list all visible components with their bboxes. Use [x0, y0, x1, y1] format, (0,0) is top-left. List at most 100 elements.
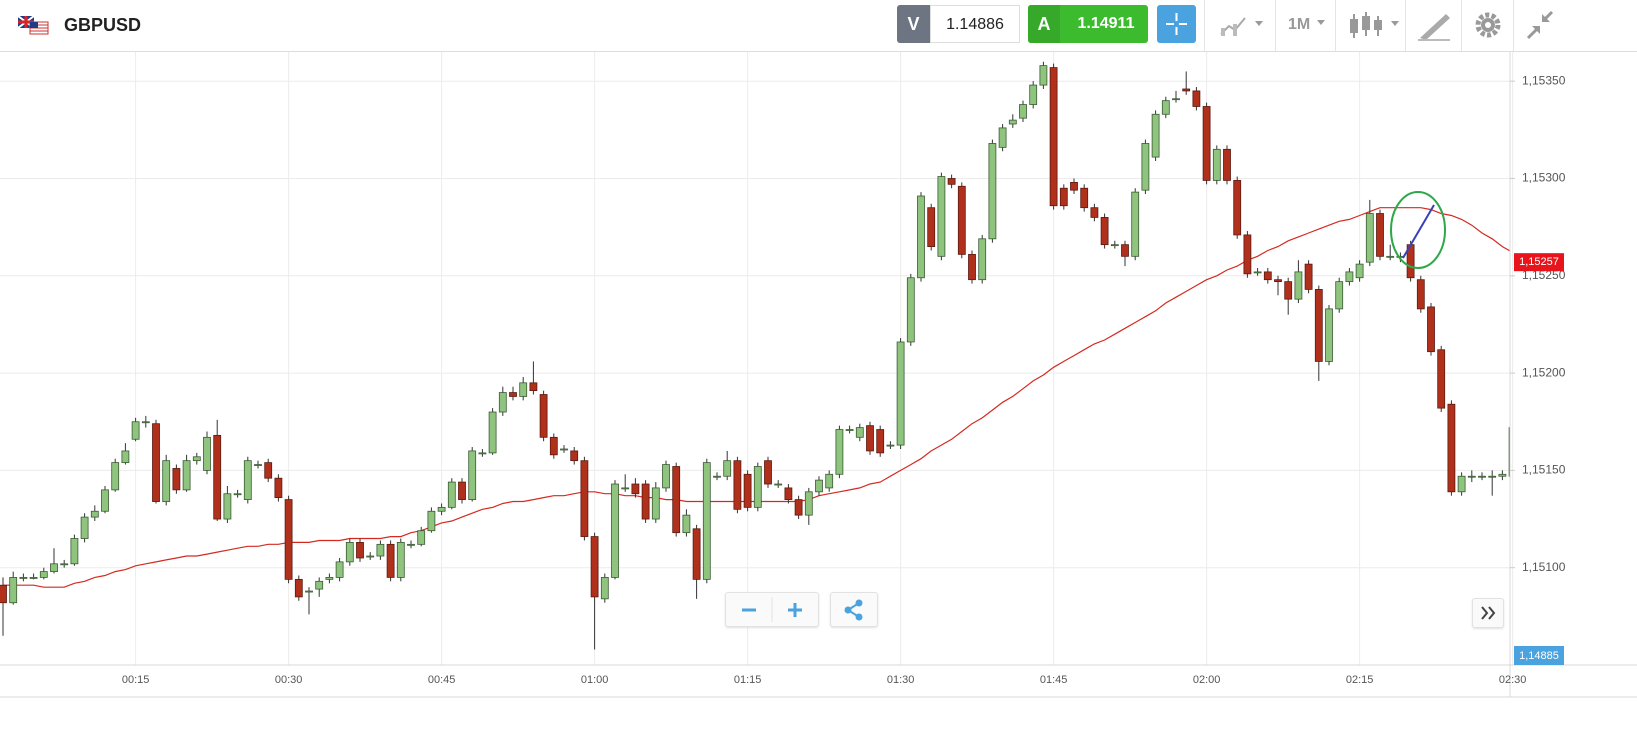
- share-button[interactable]: [830, 592, 878, 627]
- candle-body: [1049, 67, 1058, 207]
- grid: [0, 52, 1514, 665]
- timeframe-label: 1M: [1288, 16, 1311, 33]
- candle-body: [580, 460, 589, 537]
- candle-body: [447, 481, 456, 508]
- candle-body: [1080, 187, 1089, 209]
- candle-body: [957, 185, 966, 255]
- draw-button[interactable]: [1405, 0, 1462, 51]
- candle-body: [39, 571, 48, 578]
- buy-label: A: [1028, 5, 1060, 43]
- candle-body: [539, 394, 548, 438]
- candle-body: [1427, 306, 1435, 353]
- candle-body: [1386, 255, 1395, 258]
- candle-body: [254, 464, 262, 466]
- candle-body: [927, 207, 936, 248]
- candle-body: [131, 421, 140, 440]
- drawn-trendline: [1402, 204, 1435, 259]
- candle-body: [570, 450, 579, 462]
- candle-body: [80, 516, 89, 539]
- candle-body: [692, 528, 701, 580]
- candle-body: [733, 460, 742, 510]
- candle-body: [407, 543, 415, 546]
- buy-button[interactable]: A 1.14911: [1028, 5, 1148, 43]
- candle-body: [804, 491, 813, 516]
- candle-body: [1243, 234, 1252, 275]
- timeframe-button[interactable]: 1M: [1275, 0, 1336, 51]
- collapse-button[interactable]: [1513, 0, 1566, 51]
- candle-body: [1284, 281, 1293, 300]
- y-tick-label: 1,15200: [1522, 365, 1566, 379]
- candle-body: [1008, 119, 1017, 125]
- candle-body: [713, 475, 721, 478]
- candle-body: [488, 411, 497, 454]
- candle-body: [305, 590, 313, 593]
- settings-button[interactable]: [1461, 0, 1514, 51]
- candle-body: [753, 466, 762, 508]
- candle-body: [611, 483, 619, 578]
- candle-body: [29, 577, 38, 579]
- candle-body: [345, 542, 354, 563]
- candle-body: [192, 456, 201, 462]
- sell-price[interactable]: 1.14886: [930, 5, 1020, 43]
- candle-body: [325, 577, 334, 580]
- candle-body: [1100, 217, 1109, 246]
- candle-body: [764, 460, 772, 485]
- candle-body: [1121, 244, 1129, 257]
- candle-body: [794, 499, 803, 516]
- candle-body: [702, 462, 711, 580]
- candle-body: [1355, 263, 1364, 279]
- x-tick-label: 00:45: [428, 674, 456, 686]
- buy-price: 1.14911: [1077, 15, 1135, 32]
- candle-body: [1253, 271, 1262, 274]
- candle-body: [1029, 84, 1038, 105]
- candle-body: [509, 392, 517, 397]
- candle-body: [917, 195, 925, 279]
- candle-body: [621, 487, 630, 490]
- candle-body: [1110, 244, 1119, 247]
- candle-body: [243, 460, 252, 500]
- y-tick-label: 1,15150: [1522, 463, 1566, 477]
- y-tick-label: 1,15350: [1522, 73, 1566, 87]
- candle-body: [1325, 308, 1333, 362]
- crosshair-button[interactable]: [1157, 5, 1196, 43]
- candle-body: [519, 382, 528, 397]
- candle-body: [162, 460, 171, 502]
- candle-body: [590, 536, 599, 598]
- candle-body: [1467, 475, 1476, 478]
- y-tick-label: 1,15300: [1522, 171, 1566, 185]
- candle-body: [1090, 207, 1099, 218]
- candle-body: [662, 464, 670, 489]
- candle-body: [835, 429, 844, 475]
- sell-label[interactable]: V: [897, 5, 930, 43]
- candle-body: [1416, 279, 1425, 310]
- candle-body: [825, 473, 834, 489]
- zoom-controls: [725, 592, 819, 627]
- candle-body: [315, 580, 324, 590]
- candle-body: [855, 427, 864, 438]
- candle-body: [111, 462, 120, 491]
- x-tick-label: 00:30: [275, 674, 303, 686]
- candle-body: [1437, 349, 1446, 409]
- candle-body: [631, 483, 640, 495]
- candle-body: [815, 479, 823, 493]
- candle-body: [906, 277, 915, 343]
- candle-body: [1345, 271, 1354, 283]
- candle-body: [1304, 263, 1313, 290]
- candle-body: [1365, 213, 1374, 263]
- candle-body: [672, 466, 681, 534]
- plot-area: [0, 61, 1510, 650]
- chart-type-button[interactable]: [1335, 0, 1406, 51]
- candle-body: [458, 481, 466, 500]
- axes: 1,15100 1,15150 1,15200 1,15250 1,15300 1,153…: [122, 73, 1566, 686]
- candle-body: [978, 238, 987, 281]
- candle-body: [1212, 148, 1221, 181]
- candle-body: [1447, 403, 1456, 493]
- candle-body: [1172, 98, 1180, 101]
- candle-body: [9, 577, 18, 604]
- bottom-price-tag: [1514, 646, 1564, 665]
- candle-body: [1131, 191, 1140, 257]
- scroll-end-button[interactable]: [1472, 598, 1504, 628]
- candle-body: [437, 506, 446, 512]
- indicator-button[interactable]: [1204, 0, 1275, 51]
